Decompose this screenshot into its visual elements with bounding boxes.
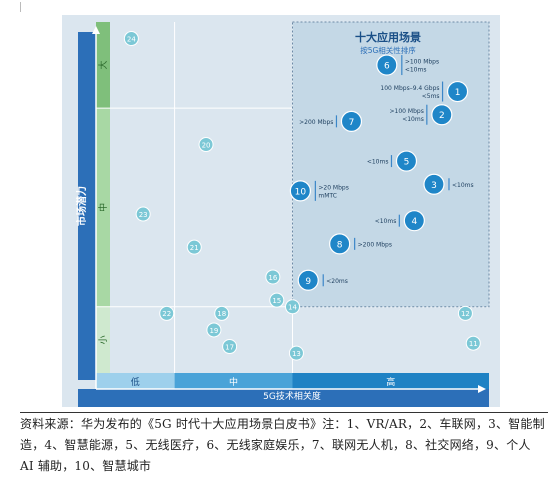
point-dot [198, 137, 214, 153]
ranked-point-label: 4 [411, 217, 417, 227]
ranked-point-label: 9 [305, 277, 311, 287]
y-band-1 [96, 306, 110, 373]
point-dot [123, 31, 139, 47]
source-caption: 资料来源：华为发布的《5G 时代十大应用场景白皮书》注：1、VR/AR，2、车联… [20, 417, 545, 473]
annotation-text: <10ms [402, 116, 424, 123]
point-dot [214, 305, 230, 321]
point-label: 24 [127, 35, 136, 43]
ranked-point-label: 3 [431, 181, 437, 191]
point-dot [285, 299, 300, 315]
ranked-point-label: 1 [455, 88, 461, 98]
ranked-point-label: 7 [349, 118, 355, 128]
point-label: 14 [288, 304, 297, 312]
y-band-2 [96, 108, 110, 307]
annotation-text: <5ms [422, 93, 440, 100]
ranked-point-dot [431, 104, 453, 126]
x-band-label: 高 [386, 376, 395, 388]
point-dot [186, 239, 202, 255]
ranked-point-dot [403, 210, 425, 232]
corner-mark [20, 2, 21, 12]
annotation-text: >100 Mbps [405, 59, 439, 66]
ranked-point-dot [340, 110, 363, 132]
y-band-label: 中 [97, 203, 109, 212]
point-label: 16 [268, 274, 277, 282]
point-label: 13 [292, 350, 301, 358]
x-band-label: 中 [229, 376, 238, 388]
point-dot [135, 206, 151, 222]
x-band-label: 低 [131, 376, 140, 388]
annotation-text: mMTC [318, 192, 337, 199]
annotation-text: <10ms [375, 218, 397, 225]
ranked-point-dot [289, 180, 311, 202]
chart-title: 十大应用场景 [355, 30, 421, 44]
point-dot [269, 292, 285, 308]
ranked-point-label: 10 [295, 187, 307, 197]
y-band-label: 小 [98, 335, 109, 344]
point-label: 21 [190, 244, 199, 252]
annotation-text: >200 Mbps [299, 119, 333, 126]
point-dot [465, 335, 481, 351]
annotation-text: <20ms [326, 278, 348, 285]
x-band-3 [292, 373, 489, 389]
point-dot [288, 345, 304, 361]
ranked-point-dot [395, 150, 418, 172]
ranked-point-label: 5 [404, 158, 410, 168]
ranked-point-dot [446, 80, 469, 103]
x-band-1 [96, 373, 175, 389]
annotation-text: 100 Mbps–9.4 Gbps [380, 85, 439, 92]
point-label: 19 [209, 327, 218, 335]
ranked-point-dot [297, 269, 319, 291]
point-dot [265, 269, 281, 285]
point-label: 22 [162, 310, 171, 318]
ranked-point-label: 6 [384, 62, 390, 72]
point-label: 15 [272, 297, 281, 305]
point-dot [222, 339, 238, 355]
point-label: 18 [217, 310, 226, 318]
y-band-label: 大 [97, 61, 109, 70]
point-label: 11 [469, 340, 478, 348]
annotation-text: >20 Mbps [318, 184, 349, 191]
y-axis-strip [78, 32, 96, 380]
x-axis-arrow [478, 385, 486, 393]
y-axis-label: 市场潜力 [75, 186, 88, 226]
point-dot [206, 322, 222, 338]
chart-figure: 小中大低中高 十大应用场景 按5G相关性排序 市场潜力 5G技术相关度 1112… [62, 15, 500, 407]
x-band-2 [174, 373, 293, 389]
y-axis-arrow [92, 26, 100, 34]
x-axis-label: 5G技术相关度 [263, 390, 321, 402]
ranked-point-label: 8 [337, 240, 343, 250]
x-axis-strip [78, 389, 489, 407]
annotation-text: >200 Mbps [358, 241, 392, 248]
annotation-text: <10ms [367, 159, 389, 166]
chart-subtitle: 按5G相关性排序 [360, 45, 416, 55]
annotation-text: >100 Mbps [390, 108, 424, 115]
point-label: 23 [139, 211, 148, 219]
annotation-text: <10ms [405, 67, 427, 74]
point-label: 20 [202, 141, 211, 149]
ranked-point-dot [329, 233, 351, 255]
annotation-text: <10ms [452, 182, 474, 189]
point-label: 12 [461, 310, 470, 318]
ranked-point-dot [423, 173, 445, 195]
point-dot [457, 305, 473, 321]
axes [92, 26, 486, 393]
ranked-point-dot [376, 54, 398, 76]
point-dot [159, 305, 175, 321]
axis-bands: 小中大低中高 [78, 22, 489, 407]
caption-rule [20, 412, 548, 413]
y-band-3 [96, 22, 110, 109]
point-label: 17 [225, 343, 234, 351]
ranked-point-label: 2 [439, 111, 445, 121]
